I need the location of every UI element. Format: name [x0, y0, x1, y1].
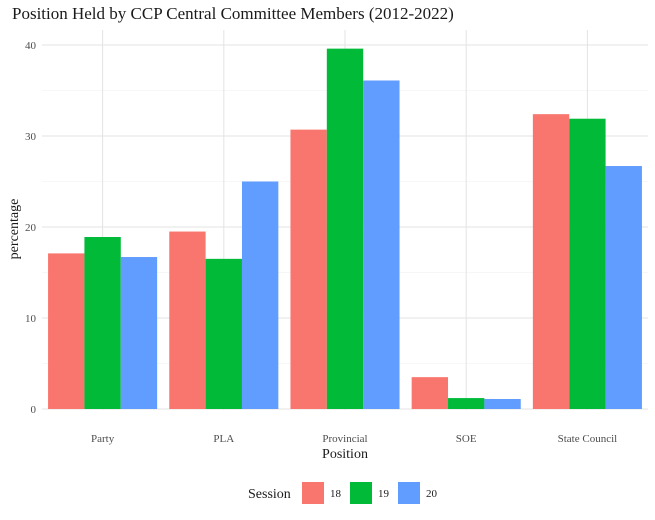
bar-soe-19 — [448, 398, 485, 409]
legend-swatch-19 — [350, 482, 372, 504]
bars — [48, 48, 642, 410]
y-tick-label: 40 — [25, 40, 37, 52]
legend-swatch-18 — [302, 482, 324, 504]
legend-label-20: 20 — [426, 488, 438, 500]
bar-pla-18 — [169, 231, 206, 409]
y-tick-label: 30 — [25, 131, 37, 143]
bar-provincial-20 — [363, 80, 400, 410]
legend-swatch-20 — [398, 482, 420, 504]
bar-state-council-20 — [605, 166, 642, 409]
chart-title: Position Held by CCP Central Committee M… — [12, 4, 454, 23]
y-axis-ticks: 0 10 20 30 40 — [25, 40, 37, 416]
bar-party-19 — [84, 237, 121, 409]
bar-pla-20 — [241, 181, 279, 409]
y-tick-label: 0 — [31, 404, 37, 416]
y-tick-label: 20 — [25, 222, 37, 234]
bar-party-18 — [48, 253, 85, 409]
y-tick-label: 10 — [25, 313, 37, 325]
bar-state-council-18 — [532, 114, 570, 409]
bar-provincial-18 — [290, 129, 327, 409]
bar-state-council-19 — [569, 118, 606, 410]
bar-soe-20 — [484, 398, 521, 409]
y-axis-title: percentage — [7, 199, 22, 260]
bar-provincial-19 — [326, 48, 364, 409]
x-axis-ticks: Party PLA Provincial SOE State Council — [91, 433, 617, 445]
legend-label-18: 18 — [330, 488, 342, 500]
legend-title: Session — [248, 487, 291, 502]
x-tick-label: Provincial — [322, 433, 367, 445]
bar-pla-19 — [205, 258, 242, 409]
bar-soe-18 — [411, 377, 449, 409]
x-tick-label: State Council — [558, 433, 618, 445]
x-tick-label: Party — [91, 433, 115, 445]
x-axis-title: Position — [322, 447, 368, 462]
bar-party-20 — [120, 257, 158, 409]
x-tick-label: SOE — [456, 433, 477, 445]
legend: Session 18 19 20 — [248, 482, 438, 504]
legend-label-19: 19 — [378, 488, 390, 500]
x-tick-label: PLA — [213, 433, 234, 445]
